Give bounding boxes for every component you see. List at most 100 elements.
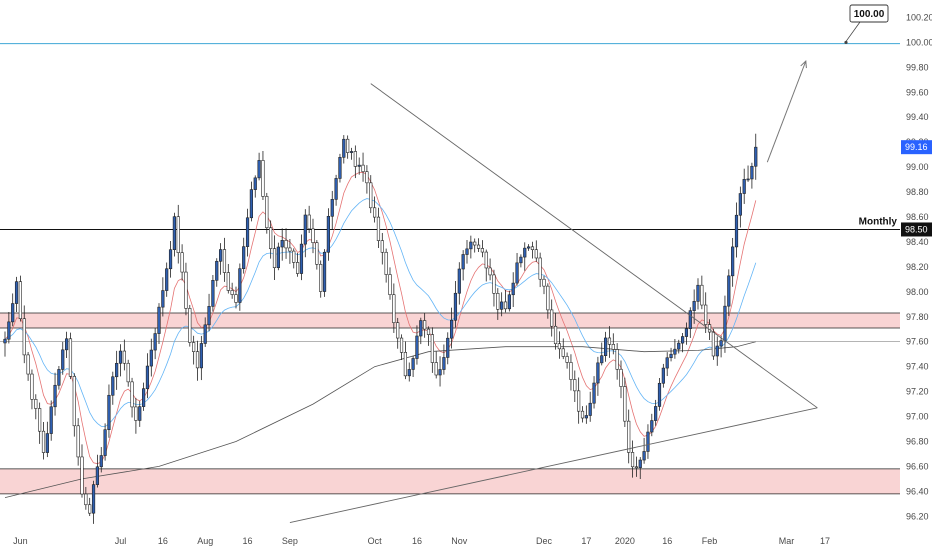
candle bbox=[226, 263, 230, 294]
callout-box[interactable] bbox=[849, 4, 889, 23]
candle-body bbox=[49, 406, 53, 434]
candle bbox=[461, 250, 465, 281]
candle bbox=[434, 351, 438, 379]
candle bbox=[276, 242, 280, 271]
candle-body bbox=[634, 466, 638, 469]
candle-body bbox=[546, 285, 550, 311]
candle-body bbox=[334, 178, 338, 200]
candle-body bbox=[261, 160, 265, 197]
candle-body bbox=[295, 262, 300, 274]
candle bbox=[423, 313, 427, 338]
candle bbox=[500, 292, 504, 317]
candle bbox=[34, 394, 38, 420]
candle bbox=[230, 282, 234, 299]
y-tick-label: 100.00 bbox=[906, 37, 932, 47]
candle bbox=[349, 147, 354, 160]
candle bbox=[750, 162, 754, 189]
candle-body bbox=[657, 382, 662, 407]
candle bbox=[619, 360, 623, 399]
candle-body bbox=[577, 390, 581, 412]
candle bbox=[627, 409, 631, 464]
x-tick-label: 16 bbox=[412, 536, 422, 546]
candle-body bbox=[369, 182, 373, 209]
candle-body bbox=[161, 290, 165, 308]
y-tick-label: 98.00 bbox=[906, 287, 929, 297]
candle-body bbox=[538, 257, 542, 280]
candle-body bbox=[492, 274, 496, 294]
candle bbox=[654, 399, 658, 426]
candle bbox=[746, 165, 750, 182]
candle bbox=[269, 220, 273, 259]
candle-body bbox=[584, 415, 588, 419]
candle bbox=[203, 317, 207, 347]
candle-body bbox=[430, 334, 434, 363]
candle bbox=[149, 338, 153, 377]
candle bbox=[492, 269, 496, 307]
candle-body bbox=[707, 324, 712, 333]
y-tick-label: 99.00 bbox=[906, 162, 929, 172]
candle-body bbox=[623, 386, 627, 422]
candle-body bbox=[84, 493, 88, 506]
candle-body bbox=[311, 228, 315, 243]
last-price-tag-text: 99.16 bbox=[905, 142, 928, 152]
candle bbox=[142, 382, 146, 411]
descending-trendline bbox=[370, 83, 818, 409]
candle bbox=[392, 283, 396, 333]
candle-body bbox=[627, 420, 631, 453]
candle-body bbox=[215, 260, 219, 281]
candle bbox=[195, 340, 200, 381]
candle bbox=[265, 192, 269, 234]
y-tick-label: 98.20 bbox=[906, 262, 929, 272]
candle bbox=[165, 262, 169, 297]
y-tick-label: 97.80 bbox=[906, 312, 929, 322]
x-tick-label: Jul bbox=[115, 536, 127, 546]
candle bbox=[546, 283, 550, 319]
candle-body bbox=[65, 338, 69, 351]
candle-body bbox=[715, 345, 719, 357]
candle bbox=[215, 258, 219, 287]
candle bbox=[41, 421, 46, 460]
candle-body bbox=[372, 207, 377, 218]
candle bbox=[126, 359, 130, 387]
candle bbox=[426, 326, 431, 346]
candle-body bbox=[684, 328, 689, 337]
candle-body bbox=[742, 179, 746, 194]
y-tick-label: 97.00 bbox=[906, 412, 929, 422]
candle-body bbox=[507, 294, 511, 310]
candle-body bbox=[265, 196, 269, 229]
candle-body bbox=[126, 362, 130, 383]
candle-body bbox=[442, 357, 446, 370]
slow-moving-average bbox=[4, 198, 757, 428]
candle bbox=[523, 242, 527, 271]
candle bbox=[14, 276, 19, 312]
candle-body bbox=[388, 274, 392, 296]
candle-body bbox=[654, 406, 658, 421]
candle bbox=[26, 351, 30, 381]
candle bbox=[496, 288, 500, 320]
candle-body bbox=[530, 246, 535, 251]
candle bbox=[153, 327, 157, 360]
candle bbox=[534, 240, 538, 262]
candle bbox=[365, 165, 369, 194]
candle bbox=[700, 275, 704, 310]
candle-body bbox=[469, 241, 473, 250]
candle bbox=[511, 272, 515, 308]
candle bbox=[657, 378, 662, 411]
y-tick-label: 96.20 bbox=[906, 511, 929, 521]
candle bbox=[480, 240, 485, 258]
candle-body bbox=[661, 367, 665, 384]
candle bbox=[673, 338, 677, 359]
x-tick-label: Nov bbox=[451, 536, 468, 546]
candle bbox=[638, 457, 642, 480]
candle bbox=[538, 252, 542, 288]
candle-body bbox=[692, 301, 696, 311]
candle bbox=[515, 253, 519, 286]
candle bbox=[122, 339, 126, 371]
candle-body bbox=[234, 294, 238, 303]
candle bbox=[284, 228, 288, 259]
candle bbox=[346, 135, 350, 159]
candle bbox=[465, 239, 469, 264]
candle bbox=[553, 313, 558, 350]
